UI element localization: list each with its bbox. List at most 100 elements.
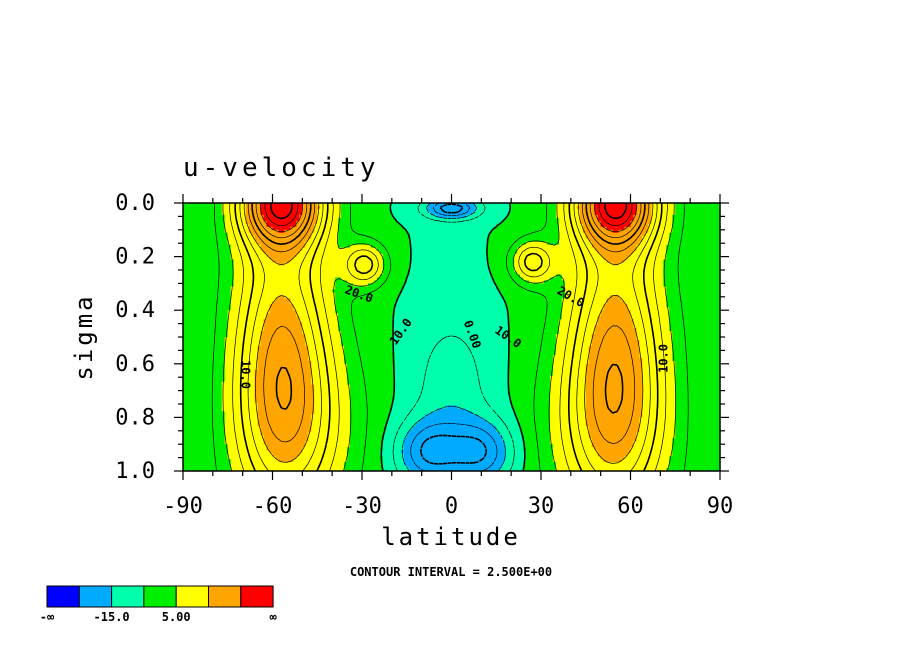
field-cell <box>188 342 193 347</box>
field-cell <box>224 366 229 371</box>
field-cell <box>188 232 193 237</box>
field-cell <box>233 402 238 407</box>
field-cell <box>188 334 193 338</box>
field-cell <box>200 226 205 231</box>
field-cell <box>194 253 199 258</box>
field-cell <box>188 432 193 436</box>
field-cell <box>230 426 235 430</box>
field-cell <box>230 274 235 279</box>
field-cell <box>209 325 214 329</box>
field-cell <box>215 456 220 460</box>
field-cell <box>233 390 238 395</box>
field-cell <box>230 310 235 314</box>
field-cell <box>224 220 229 225</box>
field-cell <box>224 292 229 296</box>
field-cell <box>185 283 190 287</box>
field-cell <box>230 414 235 418</box>
field-cell <box>230 468 235 471</box>
field-cell <box>194 203 199 207</box>
field-cell <box>233 417 238 421</box>
field-cell <box>200 235 205 240</box>
field-cell <box>221 384 226 389</box>
field-cell <box>203 289 208 293</box>
field-cell <box>218 307 223 311</box>
field-cell <box>206 256 211 261</box>
field-cell <box>218 468 223 471</box>
field-cell <box>221 450 226 454</box>
field-cell <box>227 292 232 296</box>
field-cell <box>233 456 238 460</box>
field-cell <box>188 345 193 350</box>
field-cell <box>191 310 196 314</box>
field-cell <box>230 337 235 341</box>
field-cell <box>233 253 238 258</box>
field-cell <box>209 203 214 207</box>
field-cell <box>191 384 196 389</box>
field-cell <box>191 250 196 255</box>
field-cell <box>191 301 196 305</box>
field-cell <box>197 307 202 311</box>
field-cell <box>183 390 187 395</box>
field-cell <box>218 259 223 264</box>
field-cell <box>209 402 214 407</box>
field-cell <box>239 208 244 213</box>
field-cell <box>215 259 220 264</box>
field-cell <box>236 417 241 421</box>
field-cell <box>203 274 208 279</box>
field-cell <box>197 277 202 282</box>
field-cell <box>221 310 226 314</box>
field-cell <box>203 259 208 264</box>
field-cell <box>221 244 226 249</box>
field-cell <box>212 417 217 421</box>
field-cell <box>200 298 205 302</box>
field-cell <box>224 378 229 383</box>
field-cell <box>230 432 235 436</box>
field-cell <box>212 414 217 418</box>
field-cell <box>183 417 187 421</box>
field-cell <box>236 420 241 424</box>
field-cell <box>183 253 187 258</box>
field-cell <box>188 411 193 416</box>
field-cell <box>200 411 205 416</box>
field-cell <box>194 214 199 219</box>
field-cell <box>227 438 232 442</box>
field-cell <box>221 295 226 299</box>
field-cell <box>188 265 193 270</box>
field-cell <box>183 459 187 463</box>
field-cell <box>185 235 190 240</box>
field-cell <box>215 223 220 228</box>
field-cell <box>233 265 238 270</box>
field-cell <box>200 319 205 323</box>
field-cell <box>212 283 217 287</box>
field-cell <box>215 423 220 427</box>
field-cell <box>218 384 223 389</box>
field-cell <box>230 441 235 445</box>
field-cell <box>197 414 202 418</box>
field-cell <box>224 351 229 356</box>
field-cell <box>200 444 205 448</box>
field-cell <box>227 226 232 231</box>
field-cell <box>236 211 241 216</box>
field-cell <box>212 328 217 332</box>
field-cell <box>194 337 199 341</box>
field-cell <box>224 396 229 401</box>
field-cell <box>194 393 199 398</box>
field-cell <box>209 298 214 302</box>
field-cell <box>197 265 202 270</box>
field-cell <box>188 274 193 279</box>
field-cell <box>227 378 232 383</box>
field-cell <box>236 247 241 252</box>
field-cell <box>188 203 193 207</box>
field-cell <box>203 414 208 418</box>
field-cell <box>224 238 229 243</box>
field-cell <box>227 468 232 471</box>
field-cell <box>233 325 238 329</box>
field-cell <box>236 366 241 371</box>
field-cell <box>233 384 238 389</box>
field-cell <box>239 339 244 344</box>
field-cell <box>236 378 241 383</box>
field-cell <box>221 322 226 326</box>
field-cell <box>194 208 199 213</box>
field-cell <box>200 381 205 386</box>
field-cell <box>194 271 199 276</box>
